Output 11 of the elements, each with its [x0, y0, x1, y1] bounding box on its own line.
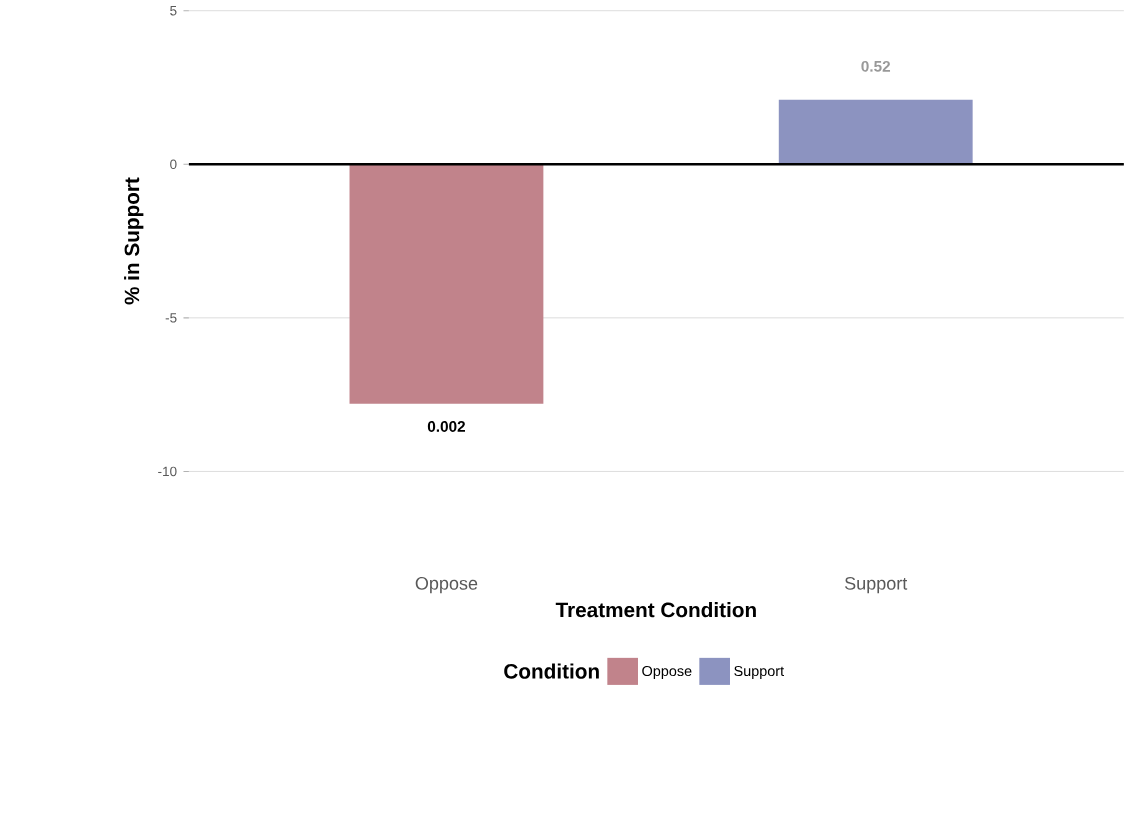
legend-label: Support: [734, 665, 784, 680]
y-tick-label: -5: [165, 313, 177, 323]
y-tick-label: -10: [158, 466, 177, 477]
x-axis-title: Treatment Condition: [555, 602, 756, 618]
y-axis-title: % in Support: [124, 177, 144, 305]
y-tick-label: 0: [170, 159, 177, 170]
y-tick-label: 5: [170, 6, 177, 16]
annotation: 0.52: [861, 61, 891, 72]
legend-title: Condition: [504, 663, 599, 679]
legend-label: Oppose: [642, 665, 692, 680]
annotation: 0.002: [427, 421, 466, 432]
